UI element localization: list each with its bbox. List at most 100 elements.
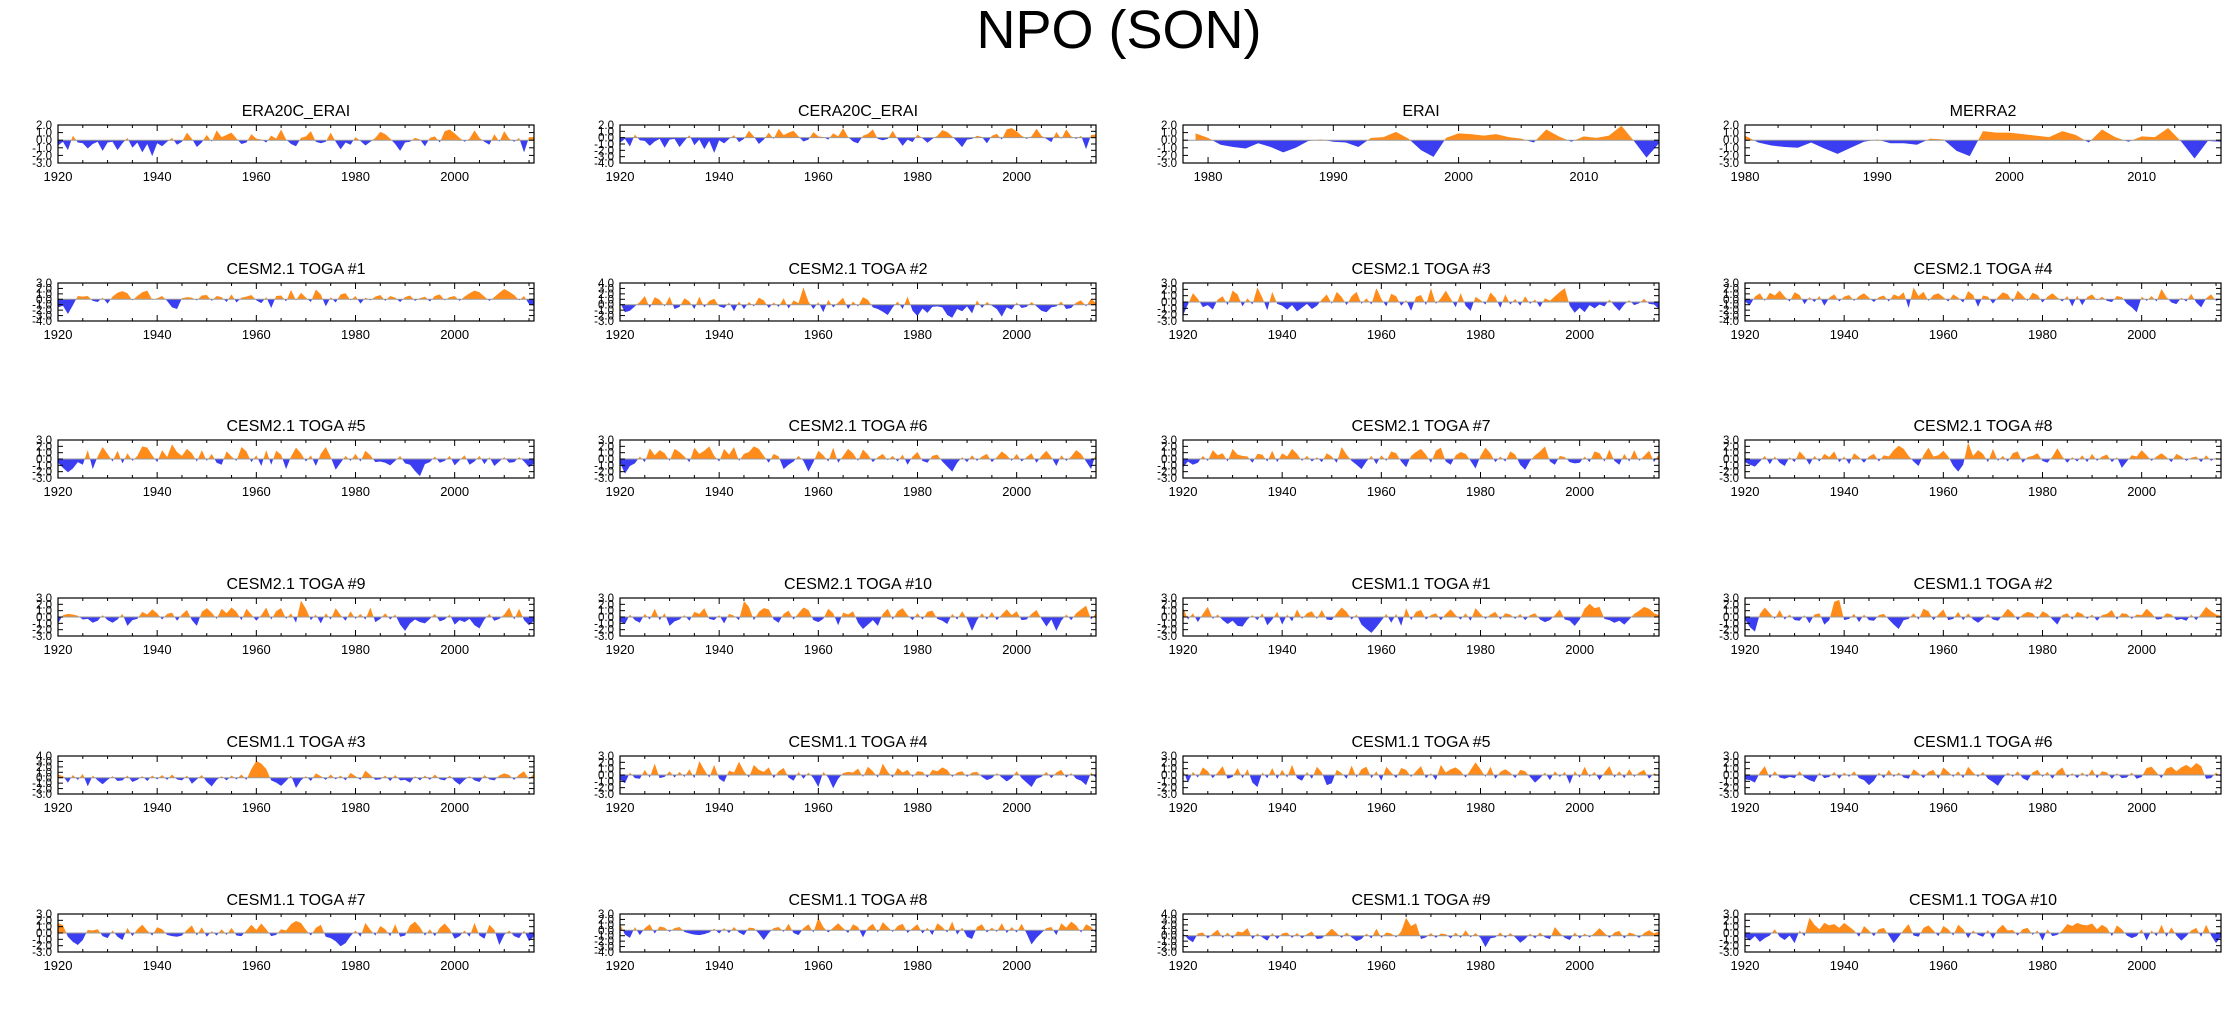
y-tick-label: 2.0 (1723, 283, 1739, 295)
negative-anomaly-area (1185, 935, 1642, 948)
y-tick-label: -2.0 (594, 625, 614, 637)
positive-anomaly-area (1745, 128, 2180, 141)
x-tick-label: 2000 (1002, 327, 1031, 342)
y-tick-label: 2.0 (598, 441, 614, 453)
positive-anomaly-area (58, 600, 534, 617)
x-tick-label: 2000 (1565, 484, 1594, 499)
x-tick-label: 1960 (242, 484, 271, 499)
y-tick-label: 0.0 (1723, 454, 1739, 466)
panel-title: CESM1.1 TOGA #8 (788, 892, 927, 909)
y-tick-label: 2.0 (1161, 599, 1177, 611)
y-tick-label: 1.0 (1161, 764, 1177, 776)
y-tick-label: -1.0 (594, 139, 614, 151)
x-tick-label: 1920 (606, 484, 635, 499)
plot-frame (1182, 913, 1660, 953)
panel-cesm2-1-toga-9: CESM2.1 TOGA #93.02.01.00.0-1.0-2.0-3.01… (32, 576, 535, 657)
x-tick-label: 1940 (1830, 800, 1859, 815)
y-tick-label: 3.0 (36, 278, 52, 290)
x-tick-label: 1980 (341, 484, 370, 499)
plot-frame (57, 282, 535, 322)
panel-title: ERAI (1402, 103, 1439, 120)
negative-anomaly-area (64, 777, 531, 789)
y-tick-label: 3.0 (36, 435, 52, 447)
y-tick-label: 2.0 (598, 599, 614, 611)
panel-title: CESM1.1 TOGA #9 (1351, 892, 1490, 909)
y-tick-label: -2.0 (1157, 942, 1177, 954)
x-tick-label: 1940 (1268, 958, 1297, 973)
x-tick-label: 1960 (1929, 958, 1958, 973)
x-tick-label: 1920 (44, 169, 73, 184)
y-tick-label: 1.0 (1161, 925, 1177, 937)
y-tick-label: 0.0 (598, 770, 614, 782)
x-tick-label: 1990 (1863, 169, 1892, 184)
x-tick-label: 2000 (1444, 169, 1473, 184)
y-tick-label: 1.0 (36, 448, 52, 460)
y-tick-label: -3.0 (32, 158, 52, 170)
panel-title: CERA20C_ERAI (798, 103, 918, 120)
x-tick-label: 1920 (1731, 642, 1760, 657)
x-tick-label: 1940 (705, 484, 734, 499)
x-tick-label: 1980 (1466, 800, 1495, 815)
y-tick-label: -2.0 (594, 467, 614, 479)
x-tick-label: 1940 (143, 169, 172, 184)
panel-cesm1-1-toga-4: CESM1.1 TOGA #43.02.01.00.0-1.0-2.0-3.01… (594, 734, 1097, 815)
y-tick-label: 0.0 (36, 773, 52, 785)
x-tick-label: 1940 (1268, 642, 1297, 657)
y-tick-label: 2.0 (1723, 120, 1739, 132)
x-tick-label: 1940 (143, 800, 172, 815)
x-tick-label: 1940 (705, 642, 734, 657)
y-tick-label: 2.0 (1161, 284, 1177, 296)
y-tick-label: -4.0 (594, 158, 614, 170)
panel-title: CESM2.1 TOGA #1 (226, 261, 365, 278)
panel-cesm1-1-toga-7: CESM1.1 TOGA #73.02.01.00.0-1.0-2.0-3.01… (32, 892, 535, 973)
y-tick-label: -1.0 (32, 934, 52, 946)
negative-anomaly-area (1745, 775, 2221, 786)
panel-cesm2-1-toga-6: CESM2.1 TOGA #63.02.01.00.0-1.0-2.0-3.01… (594, 418, 1097, 499)
y-tick-label: -4.0 (1719, 316, 1739, 328)
x-tick-label: 2000 (1002, 484, 1031, 499)
x-tick-label: 1940 (1830, 327, 1859, 342)
x-tick-label: 1940 (705, 169, 734, 184)
negative-anomaly-area (1745, 933, 2221, 944)
x-tick-label: 2000 (440, 800, 469, 815)
x-tick-label: 1980 (903, 800, 932, 815)
positive-anomaly-area (71, 129, 534, 141)
positive-anomaly-area (1745, 917, 2221, 933)
x-tick-label: 1980 (1194, 169, 1223, 184)
x-tick-label: 1960 (1929, 800, 1958, 815)
x-tick-label: 1940 (705, 800, 734, 815)
y-tick-label: 0.0 (1161, 931, 1177, 943)
y-tick-label: 3.0 (36, 909, 52, 921)
x-tick-label: 1980 (341, 958, 370, 973)
y-tick-label: 2.0 (36, 283, 52, 295)
y-tick-label: 2.0 (598, 289, 614, 301)
x-tick-label: 1920 (606, 169, 635, 184)
y-tick-label: -1.0 (1157, 936, 1177, 948)
y-tick-label: -1.0 (32, 300, 52, 312)
x-tick-label: 1980 (2028, 800, 2057, 815)
x-tick-label: 2000 (1565, 800, 1594, 815)
y-tick-label: -1.0 (1719, 618, 1739, 630)
x-tick-label: 1920 (1169, 642, 1198, 657)
panel-title: CESM2.1 TOGA #8 (1913, 418, 2052, 435)
y-tick-label: -1.0 (1157, 143, 1177, 155)
y-tick-label: -3.0 (1719, 158, 1739, 170)
x-tick-label: 2000 (2127, 800, 2156, 815)
panel-cesm2-1-toga-8: CESM2.1 TOGA #83.02.01.00.0-1.0-2.0-3.01… (1719, 418, 2222, 499)
y-tick-label: 2.0 (1723, 599, 1739, 611)
x-tick-label: 2000 (440, 642, 469, 657)
y-tick-label: -3.0 (1157, 789, 1177, 801)
panel-title: CESM2.1 TOGA #2 (788, 261, 927, 278)
y-tick-label: 1.0 (1723, 606, 1739, 618)
panel-title: ERA20C_ERAI (242, 103, 351, 120)
y-tick-label: -1.0 (594, 931, 614, 943)
y-tick-label: 3.0 (1723, 278, 1739, 290)
panel-cesm1-1-toga-6: CESM1.1 TOGA #63.02.01.00.0-1.0-2.0-3.01… (1719, 734, 2222, 815)
y-tick-label: 1.0 (36, 128, 52, 140)
negative-anomaly-area (620, 617, 1096, 631)
panel-cesm2-1-toga-3: CESM2.1 TOGA #33.02.01.00.0-1.0-2.0-3.01… (1157, 261, 1660, 342)
y-tick-label: -3.0 (1157, 316, 1177, 328)
panel-title: CESM2.1 TOGA #10 (784, 576, 932, 593)
x-tick-label: 1980 (1466, 642, 1495, 657)
y-tick-label: -3.0 (1157, 158, 1177, 170)
